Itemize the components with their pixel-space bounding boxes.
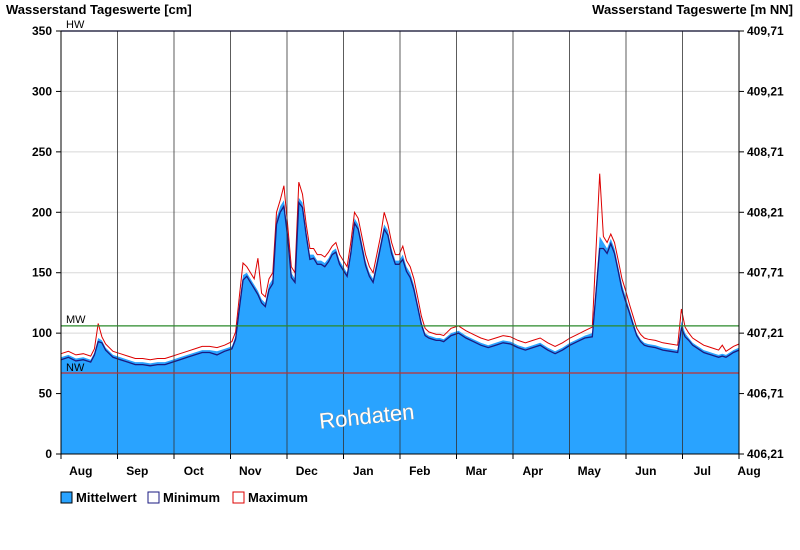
x-tick-label: Apr (522, 464, 543, 478)
x-tick-label: Oct (184, 464, 204, 478)
x-tick-label: Jul (694, 464, 711, 478)
legend: Mittelwert Minimum Maximum (60, 490, 308, 505)
y2-tick-label: 409,71 (747, 24, 784, 38)
y2-tick-label: 407,21 (747, 326, 784, 340)
reference-label-mw: MW (66, 314, 86, 326)
month-dividers (117, 31, 683, 454)
y2-tick-label: 406,71 (747, 387, 784, 401)
y2-tick-label: 408,21 (747, 205, 784, 219)
y-tick-label: 350 (32, 24, 52, 38)
x-tick-label: Dec (296, 464, 318, 478)
legend-label-mittelwert: Mittelwert (76, 490, 137, 505)
y-tick-label: 250 (32, 145, 52, 159)
x-tick-label: Aug (69, 464, 92, 478)
legend-swatch-maximum (232, 491, 245, 504)
chart-title-left: Wasserstand Tageswerte [cm] (6, 2, 192, 17)
x-tick-label: Sep (126, 464, 148, 478)
legend-label-maximum: Maximum (248, 490, 308, 505)
x-tick-label: Jun (635, 464, 656, 478)
x-tick-label: Jan (353, 464, 374, 478)
y2-tick-label: 409,21 (747, 84, 784, 98)
legend-label-minimum: Minimum (163, 490, 220, 505)
y-tick-label: 0 (45, 447, 52, 461)
y-axis-left: 0 50 100 150 200 250 300 350 (32, 24, 61, 461)
x-axis: Aug Sep Oct Nov Dec Jan Feb Mar Apr May Jun Jul Aug (60, 454, 761, 478)
y2-tick-label: 407,71 (747, 266, 784, 280)
series-maximum-line (60, 173, 740, 361)
y2-tick-label: 408,71 (747, 145, 784, 159)
y-tick-label: 200 (32, 205, 52, 219)
y2-tick-label: 406,21 (747, 447, 784, 461)
y-tick-label: 50 (39, 387, 53, 401)
legend-swatch-minimum (147, 491, 160, 504)
x-tick-label: Mar (466, 464, 488, 478)
y-tick-label: 150 (32, 266, 52, 280)
y-axis-right: 406,21 406,71 407,21 407,71 408,21 408,71 409,… (739, 24, 784, 461)
x-tick-label: May (578, 464, 602, 478)
y-tick-label: 100 (32, 326, 52, 340)
x-tick-label: Nov (239, 464, 262, 478)
series-minimum-line (60, 200, 740, 367)
x-tick-label: Aug (737, 464, 760, 478)
reference-label-hw: HW (66, 19, 85, 31)
legend-swatch-mittelwert (60, 491, 73, 504)
x-tick-label: Feb (409, 464, 430, 478)
y-tick-label: 300 (32, 84, 52, 98)
chart-title-right: Wasserstand Tageswerte [m NN] (592, 2, 793, 17)
reference-label-nw: NW (66, 362, 85, 374)
